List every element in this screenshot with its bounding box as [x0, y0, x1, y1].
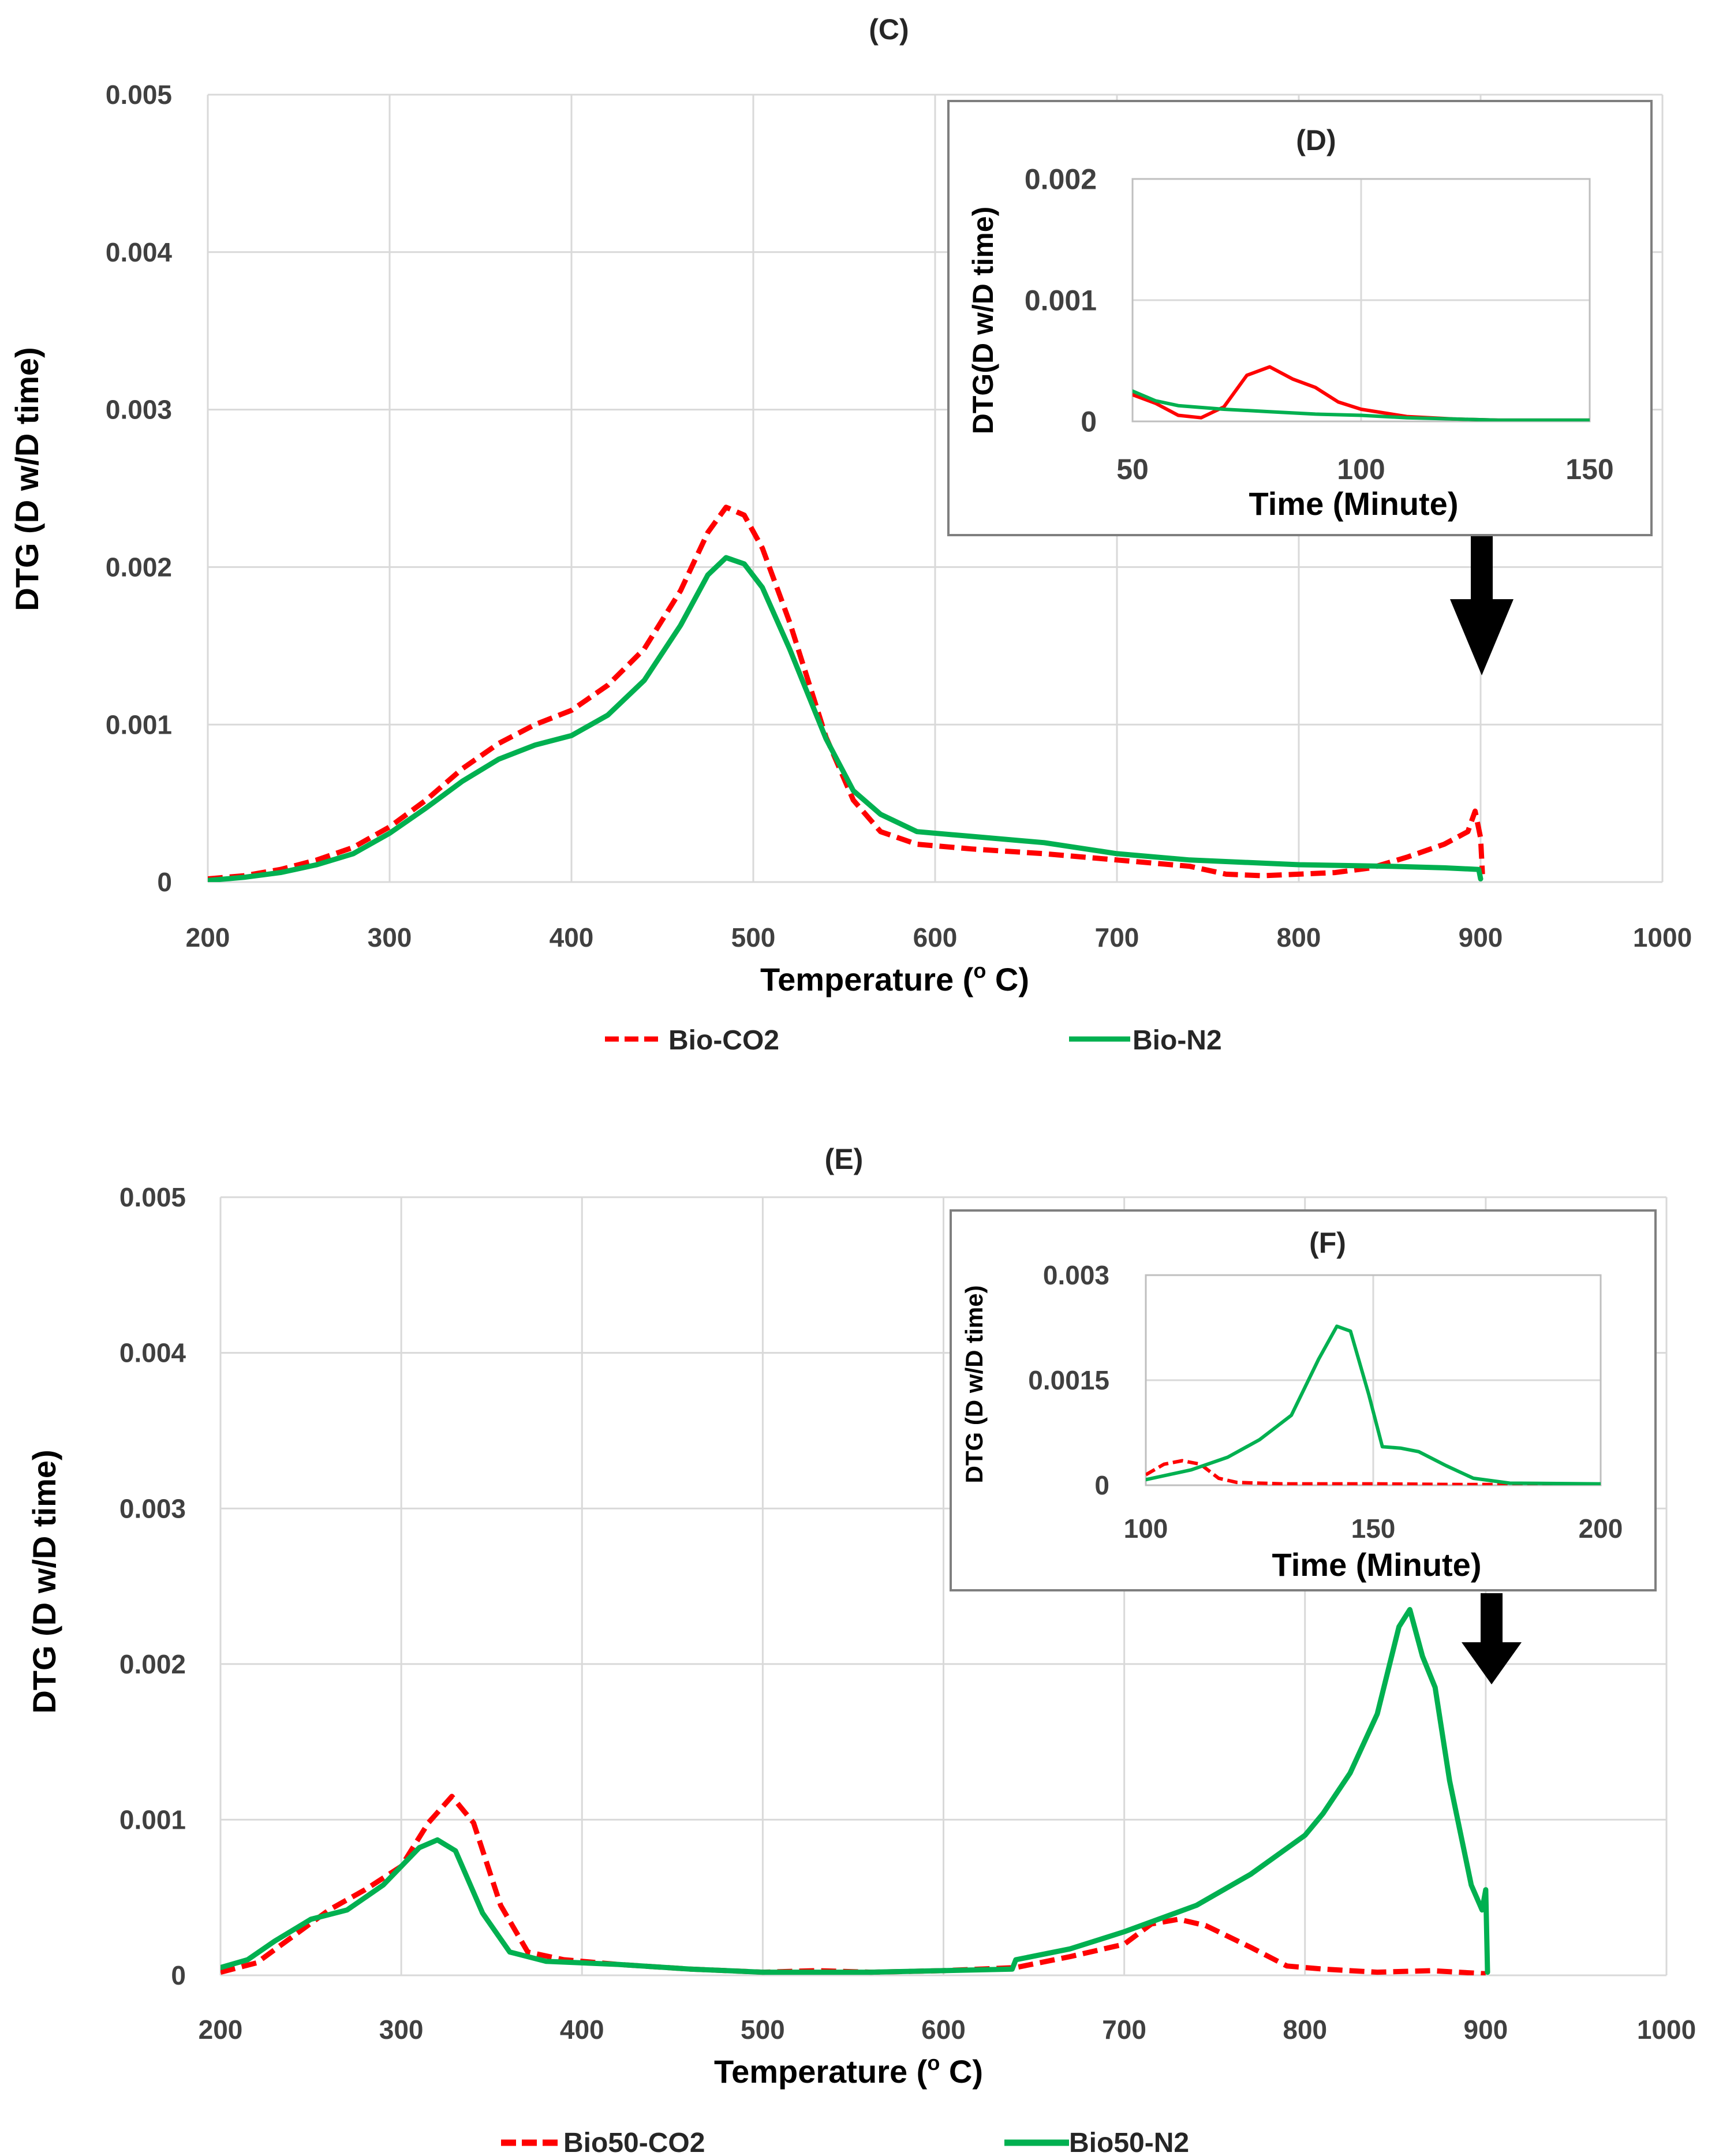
- inset-f-title: (F): [1309, 1227, 1346, 1259]
- chart-e-xlabel: Temperature (o C): [714, 2051, 983, 2090]
- chart-c-ytick-label: 0.002: [106, 552, 172, 582]
- inset-d: (D) 0 0.001 0.002 50 100 150 Time (Minute) DT…: [947, 100, 1653, 536]
- chart-c-xlabel: Temperature (o C): [760, 959, 1029, 997]
- inset-f-series-bio50-co2: [1146, 1459, 1601, 1485]
- chart-e-series-bio50-n2: [221, 1606, 1490, 1975]
- chart-e-ytick-label: 0.001: [119, 1805, 186, 1835]
- chart-c-ytick-label: 0: [157, 867, 172, 897]
- legend-bio-co2-label: Bio-CO2: [668, 1025, 779, 1056]
- legend-bio50-n2-label: Bio50-N2: [1069, 2128, 1189, 2156]
- chart-c-series-bio-co2: [208, 505, 1485, 881]
- chart-c-xtick-label: 900: [1459, 922, 1503, 952]
- chart-c-legend: Bio-CO2 Bio-N2: [605, 1025, 1222, 1056]
- inset-d-xtick-label: 50: [1116, 453, 1149, 485]
- inset-f-ylabel: DTG (D w/D time): [961, 1286, 988, 1484]
- chart-c-xtick-label: 500: [731, 922, 776, 952]
- chart-e-xtick-label: 300: [379, 2015, 424, 2045]
- chart-e-title: (E): [825, 1143, 864, 1175]
- chart-c-xtick-label: 800: [1277, 922, 1321, 952]
- legend-bio-n2-label: Bio-N2: [1133, 1025, 1222, 1056]
- inset-d-ytick-label: 0: [1081, 406, 1097, 438]
- chart-e-xtick-label: 800: [1283, 2015, 1327, 2045]
- inset-f-xlabel: Time (Minute): [1272, 1546, 1482, 1583]
- chart-c-xtick-label: 300: [368, 922, 412, 952]
- inset-f-ytick-label: 0.003: [1043, 1260, 1109, 1290]
- inset-d-ytick-label: 0.002: [1025, 163, 1097, 196]
- chart-e-ytick-label: 0.005: [119, 1182, 186, 1212]
- chart-e-xtick-label: 500: [741, 2015, 785, 2045]
- chart-e-ytick-label: 0: [171, 1960, 186, 1990]
- chart-c-xtick-label: 700: [1095, 922, 1139, 952]
- chart-e-xtick-label: 400: [560, 2015, 604, 2045]
- inset-f-ytick-label: 0: [1094, 1470, 1109, 1500]
- chart-e-xtick-label: 700: [1102, 2015, 1146, 2045]
- chart-e-xtick-label: 900: [1464, 2015, 1508, 2045]
- chart-e-xtick-label: 600: [921, 2015, 966, 2045]
- chart-c-ylabel: DTG (D w/D time): [9, 347, 45, 611]
- chart-c-xtick-label: 400: [550, 922, 594, 952]
- inset-f-plot-frame: [1145, 1274, 1602, 1486]
- chart-c-xtick-label: 200: [186, 922, 230, 952]
- arrow-down-icon: [1450, 534, 1514, 675]
- chart-e: (E) 0 0.001 0.002 0.003 0.004 0.005 200 300 400 5…: [26, 1143, 1696, 2156]
- chart-c-ytick-label: 0.004: [106, 237, 173, 267]
- inset-d-box: [947, 100, 1653, 536]
- chart-e-legend: Bio50-CO2 Bio50-N2: [501, 2128, 1189, 2156]
- inset-d-series-bio-n2: [1133, 389, 1590, 421]
- chart-c-title: (C): [869, 13, 909, 46]
- inset-d-plot-frame: [1131, 178, 1591, 423]
- inset-d-ytick-label: 0.001: [1025, 285, 1097, 317]
- inset-d-xlabel: Time (Minute): [1249, 485, 1459, 522]
- arrow-down-icon: [1462, 1593, 1522, 1684]
- chart-c-xtick-label: 1000: [1633, 922, 1692, 952]
- inset-f-xtick-label: 200: [1579, 1514, 1623, 1544]
- inset-f-ytick-label: 0.0015: [1028, 1365, 1109, 1395]
- chart-e-ylabel: DTG (D w/D time): [26, 1449, 62, 1713]
- chart-c-ytick-label: 0.003: [106, 395, 172, 425]
- chart-c-ytick-label: 0.005: [106, 80, 172, 110]
- legend-bio50-co2-label: Bio50-CO2: [563, 2128, 705, 2156]
- inset-d-xtick-label: 150: [1565, 453, 1613, 485]
- inset-f-box: [950, 1209, 1657, 1591]
- inset-f-xtick-label: 150: [1351, 1514, 1396, 1544]
- chart-c-xtick-label: 600: [913, 922, 958, 952]
- chart-c-series-bio-n2: [208, 555, 1483, 882]
- chart-c-ytick-label: 0.001: [106, 709, 172, 739]
- inset-f-xtick-label: 100: [1124, 1514, 1168, 1544]
- inset-d-xtick-label: 100: [1337, 453, 1385, 485]
- chart-e-xtick-label: 200: [199, 2015, 243, 2045]
- chart-c: (C) 0 0.001 0.002 0.003 0.004 0.005 200 300 400 5…: [9, 13, 1692, 1056]
- inset-d-title: (D): [1296, 124, 1336, 156]
- inset-f-series-bio50-n2: [1146, 1324, 1601, 1485]
- chart-e-series-bio50-co2: [221, 1793, 1486, 1975]
- chart-e-ytick-label: 0.003: [119, 1493, 186, 1523]
- chart-e-xtick-label: 1000: [1637, 2015, 1696, 2045]
- chart-e-ytick-label: 0.004: [119, 1338, 186, 1368]
- inset-d-ylabel: DTG(D w/D time): [967, 207, 999, 434]
- chart-e-ytick-label: 0.002: [119, 1649, 186, 1679]
